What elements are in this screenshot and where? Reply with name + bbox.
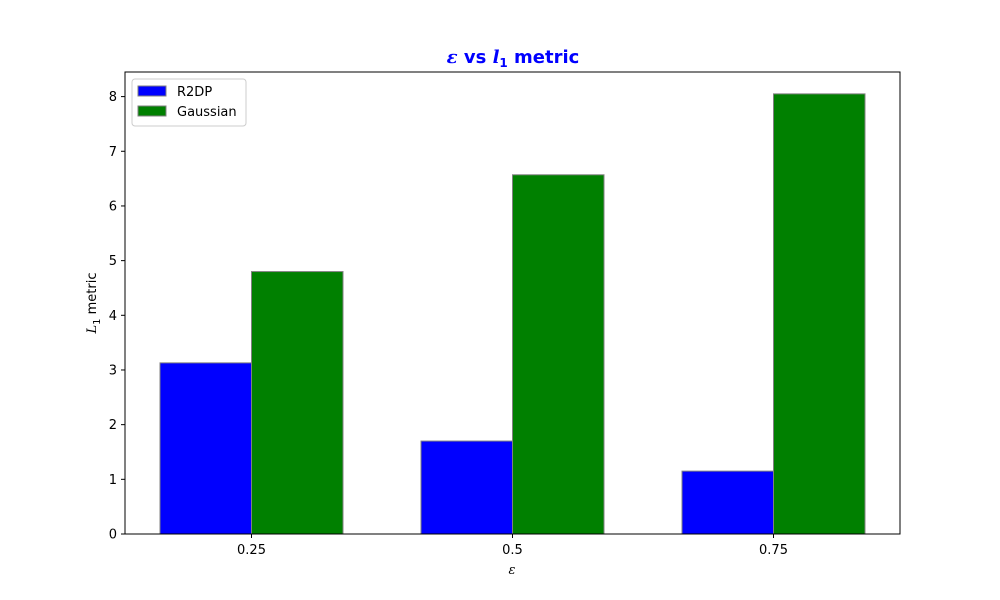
y-label-var: L xyxy=(85,325,100,335)
bar-gaussian-0.25 xyxy=(251,271,344,535)
y-tick-label: 1 xyxy=(109,473,117,488)
y-tick-label: 0 xyxy=(109,528,117,543)
y-axis: 0 1 2 3 4 5 6 7 8 xyxy=(109,90,125,543)
title-suffix: metric xyxy=(508,47,580,68)
legend-swatch-gaussian xyxy=(137,105,167,117)
title-prefix: ε xyxy=(447,47,458,68)
title-middle: vs xyxy=(458,47,493,68)
bars-group xyxy=(159,93,866,535)
y-tick-label: 3 xyxy=(109,363,117,378)
y-label-suffix: metric xyxy=(85,272,100,318)
bar-r2dp-0.5 xyxy=(420,440,513,535)
y-tick-label: 2 xyxy=(109,418,117,433)
y-axis-label: L1 metric xyxy=(85,272,103,334)
bar-r2dp-0.25 xyxy=(159,362,252,535)
y-tick-label: 7 xyxy=(109,145,117,160)
x-tick-label: 0.25 xyxy=(237,543,266,558)
legend-label-gaussian: Gaussian xyxy=(177,105,237,120)
bar-gaussian-0.75 xyxy=(773,93,866,535)
x-tick-label: 0.5 xyxy=(502,543,523,558)
x-tick-label: 0.75 xyxy=(759,543,788,558)
y-tick-label: 8 xyxy=(109,90,117,105)
legend: R2DP Gaussian xyxy=(131,78,247,127)
bar-r2dp-0.75 xyxy=(681,470,774,535)
y-label-sub: 1 xyxy=(92,318,103,324)
x-axis: 0.25 0.5 0.75 xyxy=(237,534,788,558)
bar-gaussian-0.5 xyxy=(512,174,605,535)
y-tick-label: 4 xyxy=(109,309,117,324)
y-tick-label: 5 xyxy=(109,254,117,269)
legend-label-r2dp: R2DP xyxy=(177,85,212,100)
x-axis-label: ε xyxy=(509,563,516,578)
legend-swatch-r2dp xyxy=(137,85,167,97)
title-var: l xyxy=(493,47,500,68)
title-sub: 1 xyxy=(499,56,507,70)
y-tick-label: 6 xyxy=(109,199,117,214)
chart-title: ε vs l1 metric xyxy=(447,47,580,70)
